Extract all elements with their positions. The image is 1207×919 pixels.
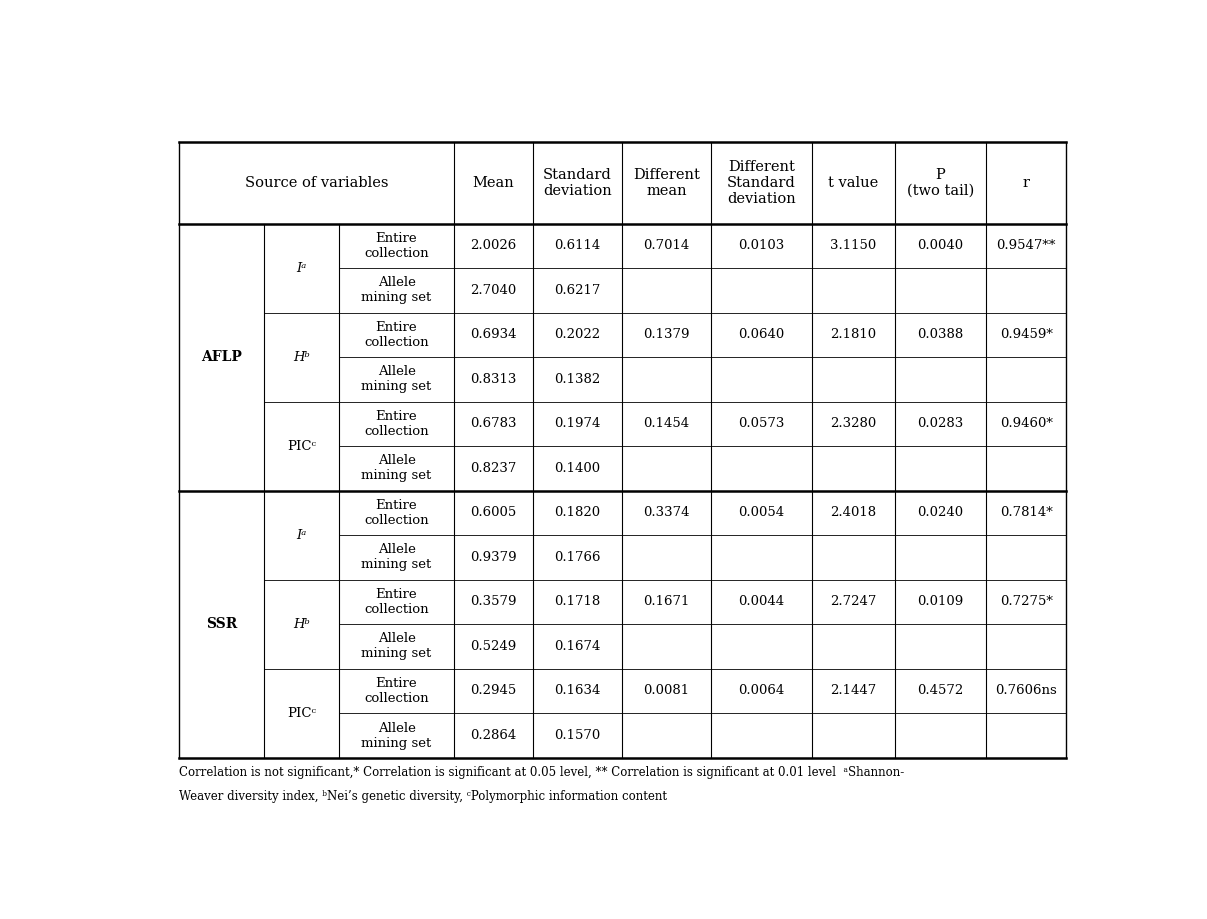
Text: 0.0109: 0.0109 [917,596,963,608]
Text: 0.1674: 0.1674 [554,640,601,653]
Text: Source of variables: Source of variables [245,176,387,190]
Text: 0.3374: 0.3374 [643,506,689,519]
Text: 2.1810: 2.1810 [830,328,876,341]
Text: 0.6934: 0.6934 [470,328,517,341]
Text: 0.6217: 0.6217 [554,284,601,297]
Text: Weaver diversity index, ᵇNei’s genetic diversity, ᶜPolymorphic information conte: Weaver diversity index, ᵇNei’s genetic d… [179,790,667,803]
Text: Entire
collection: Entire collection [365,232,428,260]
Text: 0.0240: 0.0240 [917,506,963,519]
Text: 2.0026: 2.0026 [470,239,517,252]
Text: 0.0044: 0.0044 [739,596,785,608]
Text: Allele
mining set: Allele mining set [361,721,432,750]
Text: 0.9459*: 0.9459* [999,328,1053,341]
Text: 0.7606ns: 0.7606ns [996,685,1057,698]
Text: PICᶜ: PICᶜ [287,439,316,453]
Text: Iᵃ: Iᵃ [297,528,307,541]
Text: 0.1382: 0.1382 [554,373,601,386]
Text: 0.7814*: 0.7814* [999,506,1053,519]
Text: r: r [1022,176,1030,190]
Text: Entire
collection: Entire collection [365,321,428,349]
Text: Mean: Mean [472,176,514,190]
Text: Allele
mining set: Allele mining set [361,543,432,572]
Text: Allele
mining set: Allele mining set [361,454,432,482]
Text: 0.1400: 0.1400 [554,462,600,475]
Text: 0.9460*: 0.9460* [999,417,1053,430]
Text: 0.9379: 0.9379 [470,550,517,564]
Text: 0.0640: 0.0640 [739,328,785,341]
Text: 2.1447: 2.1447 [830,685,876,698]
Text: Allele
mining set: Allele mining set [361,277,432,304]
Text: 0.0054: 0.0054 [739,506,785,519]
Text: Entire
collection: Entire collection [365,410,428,437]
Text: t value: t value [828,176,879,190]
Text: 0.6783: 0.6783 [470,417,517,430]
Text: 0.2945: 0.2945 [470,685,517,698]
Text: 2.7247: 2.7247 [830,596,876,608]
Text: 0.1718: 0.1718 [554,596,601,608]
Text: Allele
mining set: Allele mining set [361,366,432,393]
Text: AFLP: AFLP [202,350,241,364]
Text: 0.8313: 0.8313 [470,373,517,386]
Text: Different
mean: Different mean [632,167,700,198]
Text: 0.7275*: 0.7275* [999,596,1053,608]
Text: Entire
collection: Entire collection [365,677,428,705]
Text: 0.0040: 0.0040 [917,239,963,252]
Text: 0.1820: 0.1820 [554,506,600,519]
Text: Different
Standard
deviation: Different Standard deviation [727,160,795,206]
Text: Entire
collection: Entire collection [365,499,428,527]
Text: 0.1766: 0.1766 [554,550,601,564]
Text: 2.7040: 2.7040 [470,284,517,297]
Text: 0.1379: 0.1379 [643,328,689,341]
Text: 0.0573: 0.0573 [739,417,785,430]
Text: 0.7014: 0.7014 [643,239,689,252]
Text: 0.5249: 0.5249 [470,640,517,653]
Text: 0.8237: 0.8237 [470,462,517,475]
Text: 0.9547**: 0.9547** [997,239,1056,252]
Text: P
(two tail): P (two tail) [906,167,974,198]
Text: 2.3280: 2.3280 [830,417,876,430]
Text: 0.1454: 0.1454 [643,417,689,430]
Text: Entire
collection: Entire collection [365,588,428,616]
Text: 0.0283: 0.0283 [917,417,963,430]
Text: 0.3579: 0.3579 [470,596,517,608]
Text: 0.1570: 0.1570 [554,729,601,742]
Text: Standard
deviation: Standard deviation [543,167,612,198]
Text: 0.2022: 0.2022 [554,328,600,341]
Text: 0.0064: 0.0064 [739,685,785,698]
Text: 0.2864: 0.2864 [470,729,517,742]
Text: Hᵇ: Hᵇ [293,350,310,364]
Text: Iᵃ: Iᵃ [297,262,307,275]
Text: 2.4018: 2.4018 [830,506,876,519]
Text: 0.0388: 0.0388 [917,328,963,341]
Text: 0.4572: 0.4572 [917,685,963,698]
Text: 0.0081: 0.0081 [643,685,689,698]
Text: Correlation is not significant,* Correlation is significant at 0.05 level, ** Co: Correlation is not significant,* Correla… [179,766,904,779]
Text: Allele
mining set: Allele mining set [361,632,432,661]
Text: SSR: SSR [206,618,237,631]
Text: PICᶜ: PICᶜ [287,707,316,720]
Text: 0.0103: 0.0103 [739,239,785,252]
Text: 0.6005: 0.6005 [470,506,517,519]
Text: 0.1671: 0.1671 [643,596,689,608]
Text: 3.1150: 3.1150 [830,239,876,252]
Text: 0.1974: 0.1974 [554,417,601,430]
Text: 0.6114: 0.6114 [554,239,601,252]
Text: 0.1634: 0.1634 [554,685,601,698]
Text: Hᵇ: Hᵇ [293,618,310,630]
